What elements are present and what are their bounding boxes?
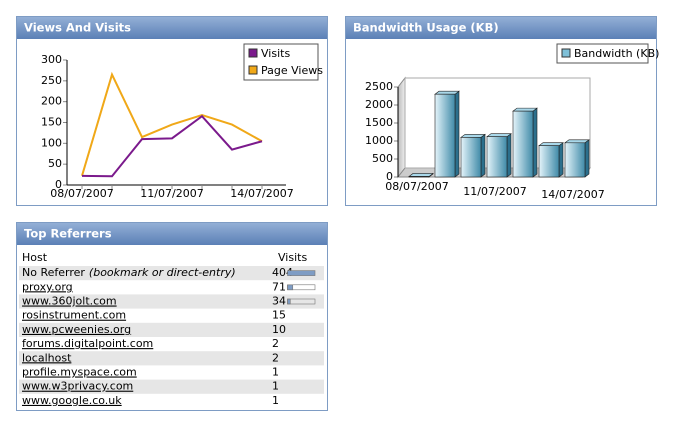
visits: 1 xyxy=(272,366,279,379)
bar xyxy=(434,93,456,178)
visits: 71 xyxy=(272,280,286,293)
x-tick-label: 08/07/2007 xyxy=(385,180,448,193)
visits-bar xyxy=(287,270,316,276)
host-link[interactable]: localhost xyxy=(22,351,72,364)
x-tick-label: 08/07/2007 xyxy=(50,187,113,200)
host-link[interactable]: www.360jolt.com xyxy=(22,295,117,308)
y-tick-label: 300 xyxy=(41,53,62,66)
row-bg xyxy=(19,322,324,337)
y-tick-label: 150 xyxy=(41,116,62,129)
y-tick-label: 1500 xyxy=(365,116,393,129)
bar xyxy=(486,136,508,178)
x-tick-label: 14/07/2007 xyxy=(541,188,604,201)
host-link[interactable]: proxy.org xyxy=(22,280,73,293)
host-note: (bookmark or direct-entry) xyxy=(89,266,236,279)
bar-side xyxy=(506,133,512,178)
host-link[interactable]: forums.digitalpoint.com xyxy=(22,337,153,350)
y-tick-label: 2500 xyxy=(365,80,393,93)
visits: 2 xyxy=(272,351,279,364)
host-link[interactable]: www.google.co.uk xyxy=(22,394,122,407)
host: No Referrer (bookmark or direct-entry) xyxy=(22,266,236,279)
legend-swatch xyxy=(561,48,571,58)
x-tick-label: 11/07/2007 xyxy=(463,185,526,198)
bar-top xyxy=(512,107,538,112)
host-link[interactable]: www.w3privacy.com xyxy=(22,380,133,393)
bar xyxy=(538,145,560,178)
legend-swatch xyxy=(248,65,258,75)
host-link[interactable]: rosinstrument.com xyxy=(22,309,126,322)
bar-track xyxy=(287,298,316,305)
y-tick-label: 100 xyxy=(41,136,62,149)
table-header xyxy=(19,250,324,266)
bar-side xyxy=(480,133,486,178)
line xyxy=(81,114,263,178)
visits: 1 xyxy=(272,380,279,393)
column-header: Host xyxy=(22,251,48,264)
legend-label: Bandwidth (KB) xyxy=(574,47,659,60)
x-tick-label: 14/07/2007 xyxy=(230,187,293,200)
legend-label: Visits xyxy=(261,47,290,60)
row-bg xyxy=(19,379,324,394)
visits: 10 xyxy=(272,323,286,336)
bar-side xyxy=(558,142,564,178)
y-tick-label: 0 xyxy=(386,170,393,183)
visits: 15 xyxy=(272,309,286,322)
bar xyxy=(512,110,534,178)
panel-title: Views And Visits xyxy=(24,21,131,35)
visits-bar xyxy=(287,298,291,305)
bar-top xyxy=(538,142,564,146)
bar-top xyxy=(486,133,512,137)
bar-top xyxy=(408,173,434,177)
y-tick-label: 1000 xyxy=(365,134,393,147)
row-bg xyxy=(19,266,324,281)
host-name: No Referrer xyxy=(22,266,85,279)
bar-side xyxy=(454,90,460,178)
panel-title: Top Referrers xyxy=(24,227,112,241)
row-bg xyxy=(19,294,324,309)
bar xyxy=(460,137,482,178)
bar-track xyxy=(287,284,316,291)
bar xyxy=(564,142,586,178)
y-tick-label: 2000 xyxy=(365,98,393,111)
y-tick-label: 0 xyxy=(55,178,62,191)
y-tick-label: 50 xyxy=(48,157,62,170)
y-tick-label: 250 xyxy=(41,74,62,87)
column-header: Visits xyxy=(278,251,307,264)
x-tick-label: 11/07/2007 xyxy=(140,187,203,200)
visits-bar xyxy=(287,284,294,291)
host-link[interactable]: www.pcweenies.org xyxy=(22,323,131,336)
legend-box xyxy=(556,43,649,64)
legend-swatch xyxy=(248,48,258,58)
bar-top xyxy=(460,134,486,138)
line xyxy=(81,71,263,177)
bar-top xyxy=(434,90,460,95)
panel-title: Bandwidth Usage (KB) xyxy=(353,21,499,35)
row-bg xyxy=(19,351,324,366)
bar-side xyxy=(532,107,538,178)
bar xyxy=(408,176,430,178)
bar-side xyxy=(584,139,590,178)
visits: 2 xyxy=(272,337,279,350)
bar-top xyxy=(564,139,590,144)
wall xyxy=(397,76,406,179)
host-link[interactable]: profile.myspace.com xyxy=(22,366,137,379)
legend-label: Page Views xyxy=(261,64,323,77)
visits: 34 xyxy=(272,295,286,308)
y-tick-label: 500 xyxy=(372,152,393,165)
y-tick-label: 200 xyxy=(41,95,62,108)
visits: 1 xyxy=(272,394,279,407)
